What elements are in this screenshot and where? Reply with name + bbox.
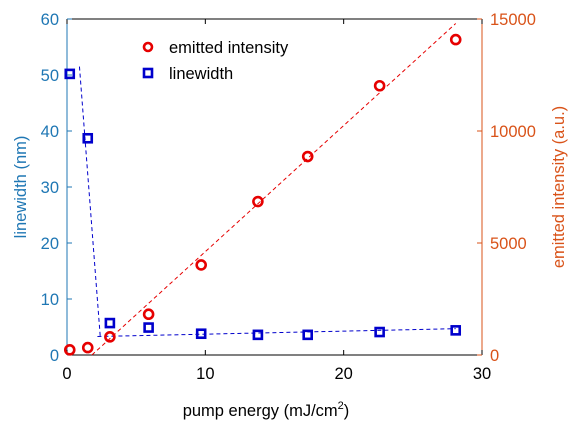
y-left-tick-label: 50: [41, 67, 59, 85]
intensity-fit-line: [91, 23, 457, 356]
x-axis-label-suffix: ): [344, 402, 350, 420]
legend: emitted intensity linewidth: [142, 39, 289, 83]
intensity-point: [63, 344, 76, 356]
y-right-tick-label: 5000: [490, 235, 527, 253]
y-left-tick-label: 0: [50, 347, 59, 365]
x-tick-label: 10: [196, 365, 214, 383]
linewidth-point: [252, 329, 264, 341]
linewidth-point: [302, 329, 314, 341]
intensity-point: [142, 308, 155, 321]
y-left-tick-label: 30: [41, 179, 59, 197]
y-right-tick-label: 15000: [490, 11, 536, 29]
x-ticks: 0 10 20 30: [62, 19, 491, 383]
x-axis-label-superscript: 2: [338, 400, 344, 412]
y-right-ticks: 0 5000 10000 15000: [477, 11, 536, 365]
x-axis-label-main: pump energy (mJ/cm: [183, 402, 338, 420]
legend-intensity-marker: [142, 41, 154, 53]
x-axis-label: pump energy (mJ/cm2): [183, 400, 350, 420]
y-right-tick-label: 10000: [490, 123, 536, 141]
y-left-tick-label: 20: [41, 235, 59, 253]
intensity-point: [104, 331, 116, 343]
data-marks: [63, 33, 462, 356]
x-tick-label: 20: [334, 365, 352, 383]
y-left-axis-label: linewidth (nm): [12, 136, 30, 239]
y-right-tick-label: 0: [490, 347, 499, 365]
intensity-point: [301, 150, 314, 163]
linewidth-fit-line: [97, 328, 456, 338]
legend-linewidth-marker: [142, 67, 154, 79]
intensity-point: [195, 259, 207, 271]
intensity-point: [373, 79, 386, 92]
y-left-tick-label: 10: [41, 291, 59, 309]
x-tick-label: 0: [62, 365, 71, 383]
linewidth-fit-line: [78, 66, 101, 336]
linewidth-point: [143, 322, 154, 333]
linewidth-point: [104, 317, 116, 329]
y-right-axis-label: emitted intensity (a.u.): [550, 106, 568, 268]
intensity-point: [81, 341, 94, 354]
legend-intensity-label: emitted intensity: [169, 39, 289, 57]
y-left-tick-label: 40: [41, 123, 59, 141]
linewidth-point: [82, 132, 94, 144]
linewidth-point: [195, 328, 207, 340]
x-tick-label: 30: [473, 365, 491, 383]
linewidth-point: [450, 325, 462, 336]
fit-lines: [78, 23, 457, 356]
intensity-point: [449, 33, 462, 46]
linewidth-point: [374, 326, 385, 338]
legend-linewidth-label: linewidth: [169, 65, 233, 83]
y-left-tick-label: 60: [41, 11, 59, 29]
intensity-point: [252, 195, 264, 208]
linewidth-point: [64, 68, 76, 80]
plot-area: [66, 18, 483, 356]
